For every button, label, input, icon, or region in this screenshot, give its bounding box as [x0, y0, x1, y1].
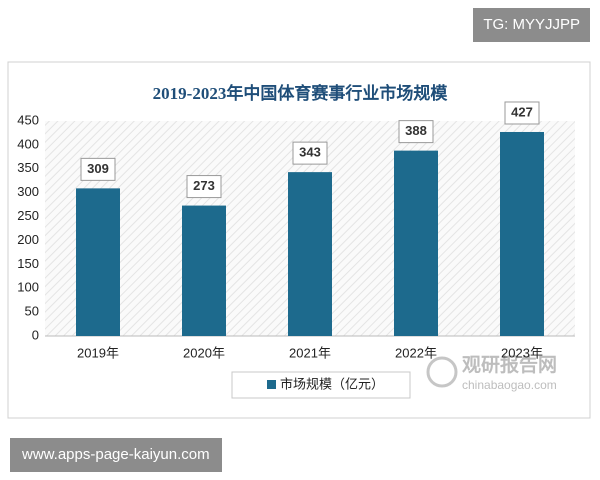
x-tick-label: 2021年	[289, 345, 331, 360]
legend-swatch	[267, 380, 276, 389]
legend-label: 市场规模（亿元）	[280, 376, 384, 391]
bar	[288, 172, 332, 336]
value-label: 388	[405, 123, 427, 138]
watermark-site: chinabaogao.com	[462, 378, 557, 392]
x-tick-label: 2023年	[501, 345, 543, 360]
legend-box	[231, 371, 411, 399]
value-label-box	[186, 175, 222, 199]
value-label-box	[80, 157, 116, 181]
y-tick-label: 200	[17, 232, 39, 247]
watermark: 观研报告网 chinabaogao.com	[426, 353, 557, 392]
y-tick-label: 450	[17, 112, 39, 127]
y-tick-label: 350	[17, 160, 39, 175]
x-tick-label: 2022年	[395, 345, 437, 360]
value-label-box	[292, 141, 328, 165]
y-tick-label: 300	[17, 184, 39, 199]
value-label-box	[504, 101, 540, 125]
y-tick-label: 0	[32, 327, 39, 342]
value-label-box	[398, 120, 434, 144]
x-tick-label: 2019年	[77, 345, 119, 360]
y-tick-label: 150	[17, 256, 39, 271]
value-label: 343	[299, 145, 321, 160]
y-tick-label: 100	[17, 280, 39, 295]
bar	[500, 131, 544, 336]
bar	[394, 150, 438, 336]
value-label: 309	[87, 161, 109, 176]
bar	[182, 205, 226, 336]
value-label: 273	[193, 178, 215, 193]
y-tick-label: 400	[17, 136, 39, 151]
chart-title: 2019-2023年中国体育赛事行业市场规模	[153, 83, 449, 103]
footer-badge: www.apps-page-kaiyun.com	[10, 438, 222, 472]
bar	[76, 188, 120, 336]
x-tick-label: 2020年	[183, 345, 225, 360]
value-label: 427	[511, 104, 533, 119]
tag-badge: TG: MYYJJPP	[473, 8, 590, 42]
y-tick-label: 250	[17, 208, 39, 223]
watermark-name: 观研报告网	[462, 353, 557, 376]
y-tick-label: 50	[25, 304, 39, 319]
